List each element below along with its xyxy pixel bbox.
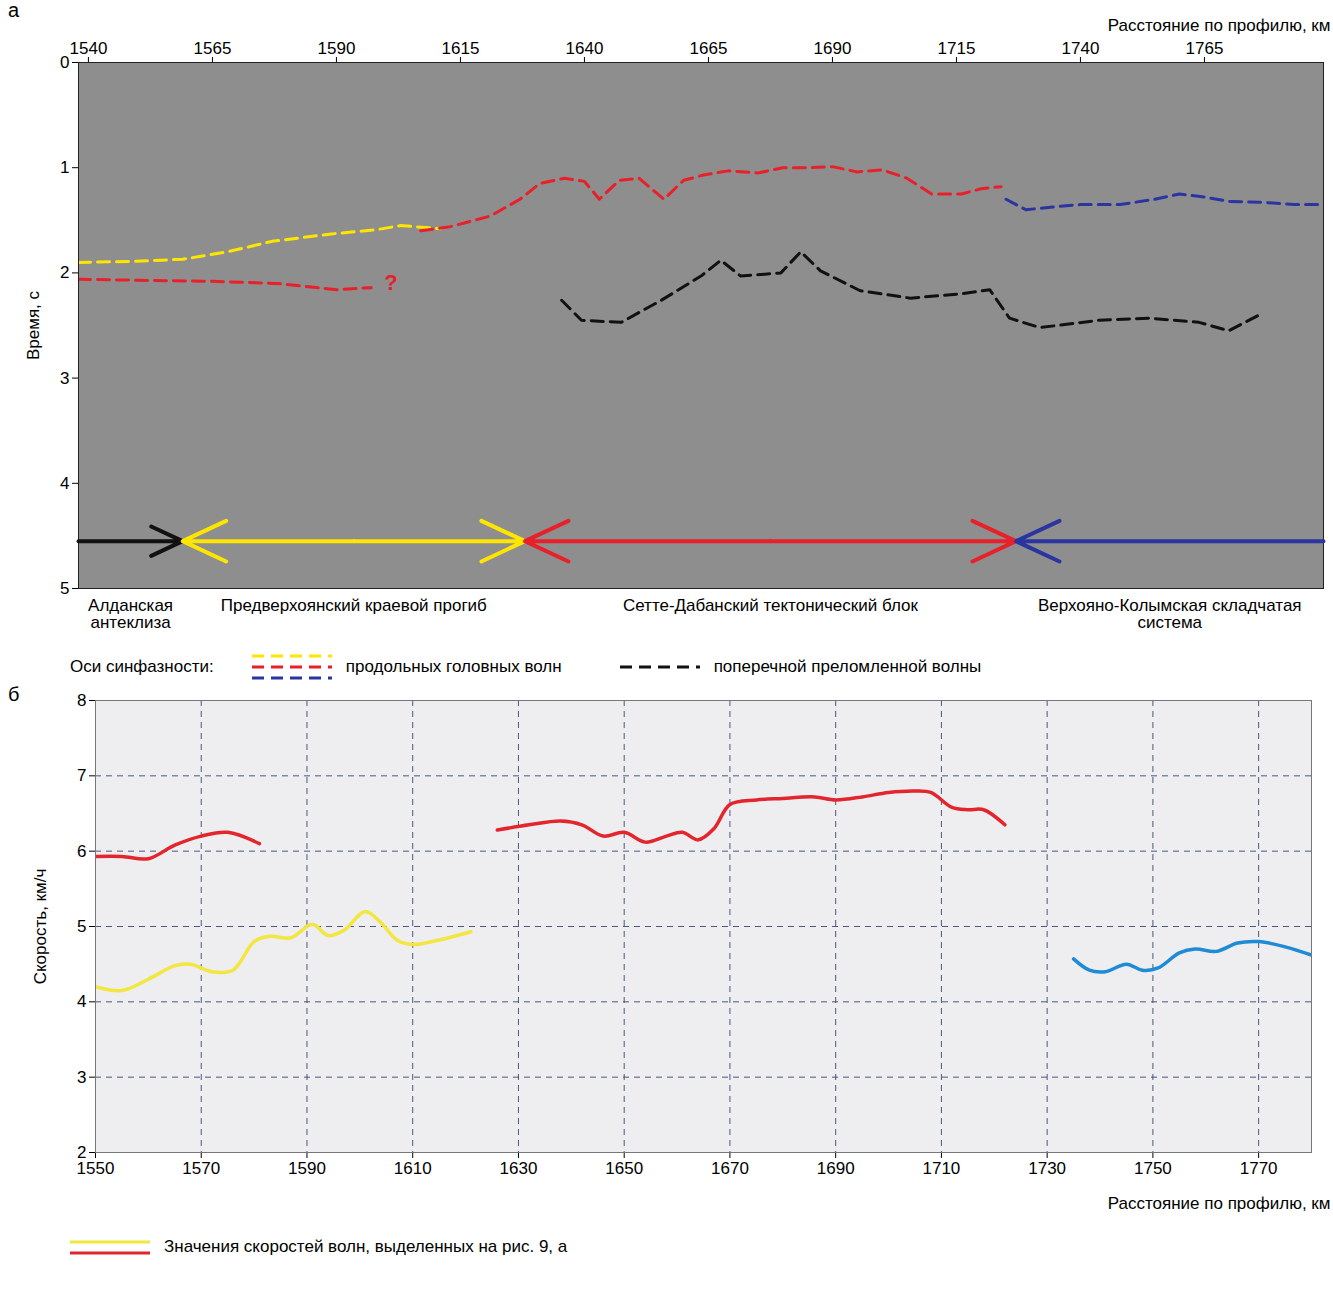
svg-text:1670: 1670 — [711, 1159, 749, 1178]
svg-text:1710: 1710 — [922, 1159, 960, 1178]
html-text:б: б — [8, 683, 20, 705]
svg-text:1715: 1715 — [938, 39, 976, 58]
svg-text:1: 1 — [60, 158, 69, 177]
svg-text:1565: 1565 — [194, 39, 232, 58]
svg-text:1665: 1665 — [690, 39, 728, 58]
svg-text:1550: 1550 — [77, 1159, 115, 1178]
svg-text:5: 5 — [60, 579, 69, 598]
svg-text:1730: 1730 — [1028, 1159, 1066, 1178]
svg-text:1630: 1630 — [500, 1159, 538, 1178]
svg-text:1650: 1650 — [605, 1159, 643, 1178]
html-text:поперечной преломленной волны: поперечной преломленной волны — [713, 657, 982, 676]
svg-text:Расстояние по профилю, км: Расстояние по профилю, км — [1108, 1194, 1331, 1213]
svg-text:1750: 1750 — [1134, 1159, 1172, 1178]
svg-text:1770: 1770 — [1240, 1159, 1278, 1178]
svg-text:6: 6 — [77, 842, 86, 861]
svg-text:1615: 1615 — [442, 39, 480, 58]
svg-text:4: 4 — [60, 474, 69, 493]
html-text:Оси синфазности:: Оси синфазности: — [70, 657, 214, 676]
svg-text:1540: 1540 — [70, 39, 108, 58]
svg-text:1765: 1765 — [1186, 39, 1224, 58]
svg-text:8: 8 — [77, 691, 86, 710]
svg-text:Расстояние по профилю, км: Расстояние по профилю, км — [1108, 16, 1331, 35]
svg-text:4: 4 — [77, 992, 86, 1011]
svg-text:1690: 1690 — [817, 1159, 855, 1178]
svg-text:2: 2 — [60, 263, 69, 282]
html-text:Значения скоростей волн, выдел: Значения скоростей волн, выделенных на р… — [164, 1237, 568, 1256]
svg-text:1640: 1640 — [566, 39, 604, 58]
svg-text:5: 5 — [77, 917, 86, 936]
svg-text:0: 0 — [60, 53, 69, 72]
svg-text:1740: 1740 — [1062, 39, 1100, 58]
svg-text:Скорость, км/ч: Скорость, км/ч — [31, 869, 50, 985]
svg-text:1590: 1590 — [318, 39, 356, 58]
svg-text:1690: 1690 — [814, 39, 852, 58]
svg-text:Предверхоянский краевой прогиб: Предверхоянский краевой прогиб — [221, 596, 487, 615]
svg-text:3: 3 — [60, 369, 69, 388]
svg-text:1590: 1590 — [288, 1159, 326, 1178]
svg-text:Верхояно-Колымская складчатаяс: Верхояно-Колымская складчатаясистема — [1038, 596, 1302, 632]
svg-text:Алданскаяантеклиза: Алданскаяантеклиза — [88, 596, 173, 632]
html-text:а: а — [8, 0, 20, 21]
svg-text:3: 3 — [77, 1068, 86, 1087]
svg-text:7: 7 — [77, 766, 86, 785]
html-text:продольных головных волн: продольных головных волн — [345, 657, 562, 676]
svg-text:1610: 1610 — [394, 1159, 432, 1178]
svg-text:1570: 1570 — [182, 1159, 220, 1178]
svg-text:Сетте-Дабанский тектонический: Сетте-Дабанский тектонический блок — [623, 596, 919, 615]
svg-text:?: ? — [384, 270, 397, 295]
svg-text:Время, с: Время, с — [24, 290, 43, 360]
svg-text:2: 2 — [77, 1142, 87, 1162]
